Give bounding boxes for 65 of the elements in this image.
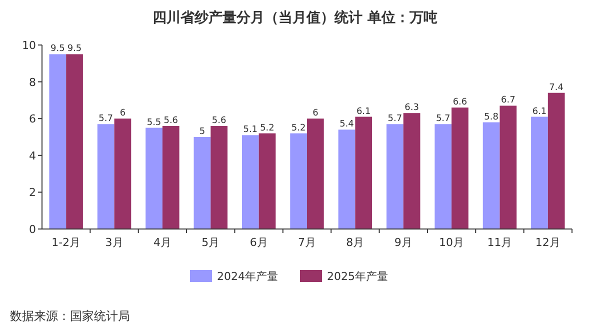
- data-label: 5.7: [388, 114, 402, 124]
- bar: [482, 122, 500, 229]
- data-label: 5.6: [164, 116, 178, 126]
- x-tick-label: 3月: [105, 236, 124, 249]
- bar: [97, 124, 114, 229]
- data-label: 5.2: [291, 123, 306, 134]
- bar: [162, 126, 180, 229]
- bar: [114, 118, 132, 229]
- data-label: 5.2: [260, 123, 274, 134]
- bar: [386, 124, 404, 229]
- data-label: 6: [120, 108, 126, 119]
- x-tick-label: 4月: [153, 236, 172, 249]
- x-tick-label: 5月: [202, 236, 220, 249]
- y-tick-label: 0: [29, 223, 36, 236]
- bar: [194, 137, 211, 229]
- data-label: 9.5: [50, 44, 65, 54]
- source-note: 数据来源：国家统计局: [10, 309, 130, 323]
- bar: [258, 133, 276, 229]
- y-tick-label: 4: [29, 149, 36, 162]
- data-label: 6.7: [500, 96, 516, 106]
- bar: [531, 116, 548, 229]
- bar: [66, 54, 83, 229]
- y-tick-label: 10: [22, 39, 36, 52]
- y-tick-label: 6: [29, 112, 36, 126]
- bar: [500, 106, 517, 229]
- bar: [434, 124, 452, 229]
- data-label: 6.6: [452, 98, 468, 108]
- bar: [403, 113, 420, 229]
- data-label: 5.1: [243, 125, 258, 136]
- bar: [307, 118, 324, 229]
- x-tick-label: 1-2月: [52, 236, 81, 249]
- x-tick-label: 8月: [346, 236, 364, 249]
- x-tick-label: 6月: [250, 236, 268, 249]
- data-label: 7.4: [549, 82, 564, 93]
- bar: [452, 108, 468, 229]
- data-label: 5.7: [98, 114, 114, 124]
- data-label: 6.1: [532, 106, 547, 117]
- bar: [146, 128, 162, 229]
- bar: [548, 92, 565, 229]
- bar: [242, 135, 259, 229]
- bar: [210, 126, 228, 229]
- x-tick-label: 7月: [298, 236, 316, 249]
- y-tick-label: 8: [29, 76, 36, 89]
- legend-label: 2025年产量: [327, 270, 388, 283]
- bar: [49, 54, 66, 229]
- x-tick-label: 10月: [439, 236, 464, 249]
- data-label: 5.7: [436, 114, 450, 124]
- data-label: 6.3: [404, 103, 419, 114]
- x-tick-label: 11月: [487, 236, 512, 249]
- data-label: 5.4: [340, 120, 354, 130]
- legend-label: 2024年产量: [217, 270, 278, 283]
- data-label: 9.5: [67, 44, 82, 54]
- data-label: 6: [312, 108, 319, 119]
- x-tick-label: 9月: [394, 236, 412, 249]
- y-tick-label: 2: [29, 186, 36, 200]
- data-label: 5: [199, 127, 206, 137]
- data-label: 5.5: [146, 118, 162, 128]
- chart-title: 四川省纱产量分月（当月值）统计 单位：万吨: [152, 9, 438, 26]
- data-label: 5.6: [212, 116, 226, 126]
- data-label: 6.1: [356, 106, 371, 117]
- x-tick-label: 12月: [535, 236, 560, 249]
- bar: [290, 133, 307, 229]
- bar: [355, 116, 372, 229]
- bar: [338, 130, 356, 229]
- data-label: 5.8: [484, 112, 499, 122]
